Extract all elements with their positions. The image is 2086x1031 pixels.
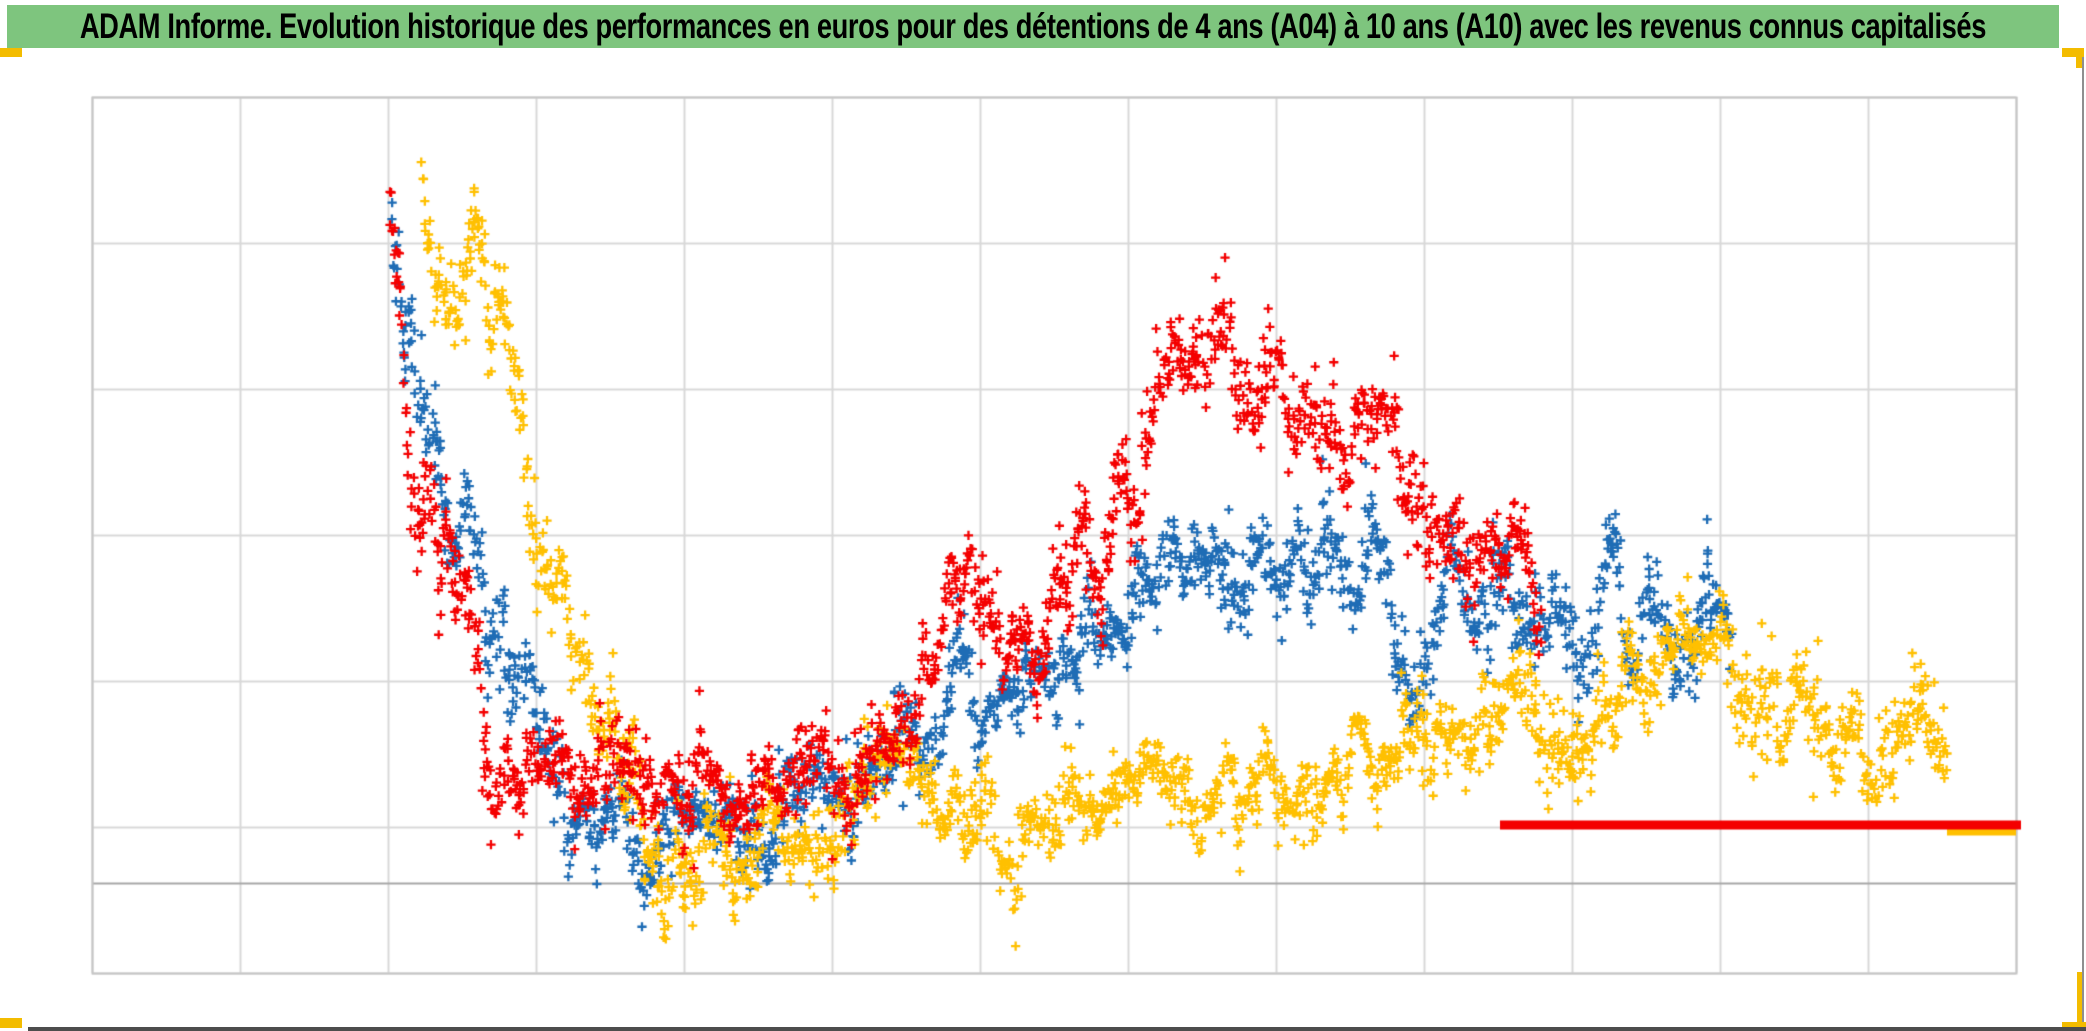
performance-scatter-chart [0,0,2086,1031]
slide-page: ADAM Informe. Evolution historique des p… [0,0,2086,1031]
chart-area [0,0,2086,1031]
